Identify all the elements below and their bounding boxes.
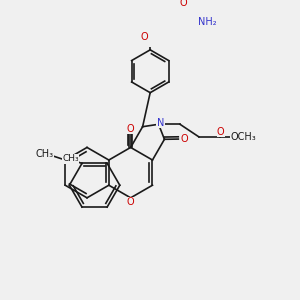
Text: O: O (126, 124, 134, 134)
Text: O: O (141, 32, 148, 42)
Text: CH₃: CH₃ (35, 149, 54, 159)
Text: O: O (127, 197, 134, 207)
Text: CH₃: CH₃ (62, 154, 79, 164)
Text: O: O (217, 127, 225, 137)
Text: O: O (180, 0, 188, 8)
Text: NH₂: NH₂ (198, 16, 216, 27)
Text: OCH₃: OCH₃ (230, 132, 256, 142)
Text: N: N (157, 118, 164, 128)
Text: O: O (180, 134, 188, 144)
